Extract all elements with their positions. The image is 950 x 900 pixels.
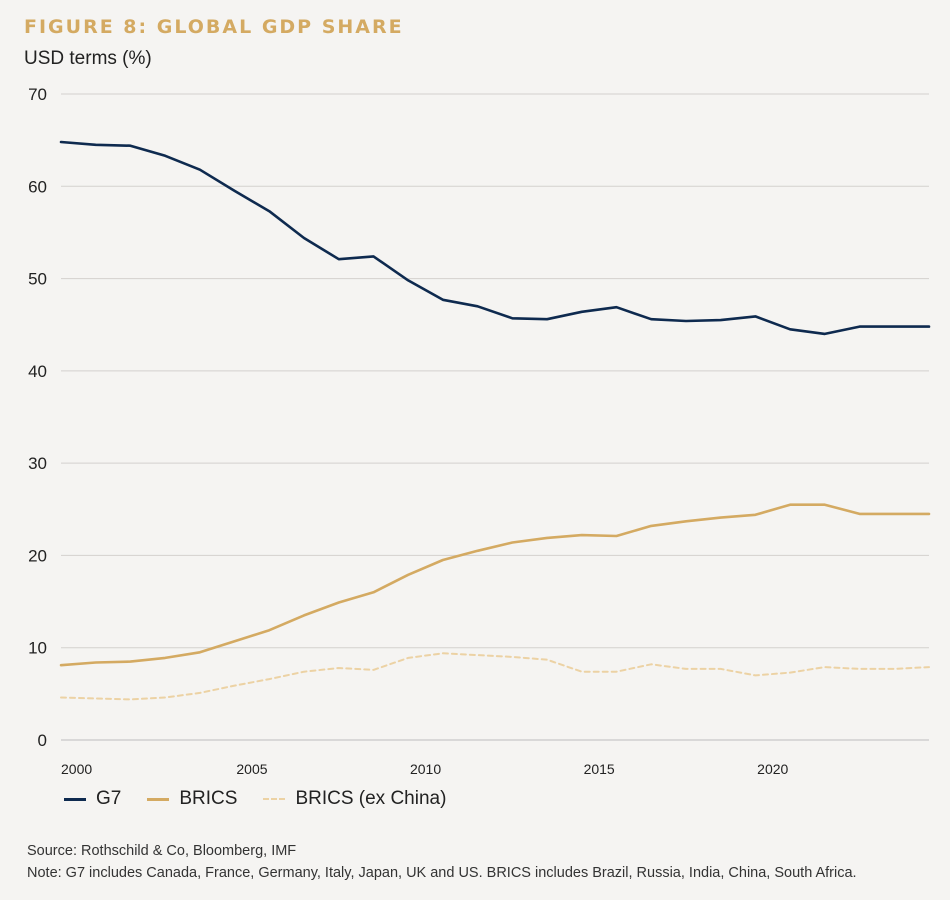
y-tick-label-70: 70	[28, 85, 47, 104]
series-line-g7	[59, 140, 931, 336]
x-tick-label-2000: 2000	[61, 761, 92, 777]
legend-label-g7: G7	[96, 788, 122, 809]
legend: G7 BRICS BRICS (ex China)	[64, 788, 446, 810]
y-tick-label-0: 0	[38, 731, 47, 750]
figure-title: FIGURE 8: GLOBAL GDP SHARE	[24, 16, 404, 38]
y-tick-label-60: 60	[28, 177, 47, 196]
x-tick-label-2005: 2005	[236, 761, 267, 777]
y-axis-unit-label: USD terms (%)	[24, 48, 152, 69]
legend-swatch-brics-ex-china	[263, 798, 286, 800]
definition-note: Note: G7 includes Canada, France, German…	[27, 865, 857, 881]
legend-label-brics-ex-china: BRICS (ex China)	[295, 788, 447, 809]
series-line-brics	[59, 503, 931, 667]
line-chart: 0 10 20 30 40 50 60 70 2000 2005 2010 2015 2020	[28, 85, 931, 777]
series-lines	[59, 140, 931, 701]
x-tick-label-2020: 2020	[757, 761, 788, 777]
y-tick-label-20: 20	[28, 546, 47, 565]
legend-swatch-g7	[64, 797, 86, 801]
x-axis-ticks: 2000 2005 2010 2015 2020	[61, 761, 789, 777]
y-tick-label-30: 30	[28, 454, 47, 473]
gridlines	[61, 93, 929, 741]
y-tick-label-10: 10	[28, 639, 47, 658]
footnotes: Source: Rothschild & Co, Bloomberg, IMF …	[27, 840, 857, 884]
source-note: Source: Rothschild & Co, Bloomberg, IMF	[27, 843, 297, 859]
legend-label-brics: BRICS	[179, 788, 238, 809]
x-tick-label-2015: 2015	[584, 761, 615, 777]
legend-item-brics: BRICS	[147, 788, 237, 810]
legend-item-g7: G7	[64, 788, 121, 810]
y-tick-label-50: 50	[28, 270, 47, 289]
legend-item-brics-ex-china: BRICS (ex China)	[263, 788, 446, 810]
legend-swatch-brics	[147, 797, 170, 801]
series-line-brics-ex-china	[60, 652, 930, 701]
y-axis-ticks: 0 10 20 30 40 50 60 70	[28, 85, 47, 750]
x-tick-label-2010: 2010	[410, 761, 441, 777]
y-tick-label-40: 40	[28, 362, 47, 381]
